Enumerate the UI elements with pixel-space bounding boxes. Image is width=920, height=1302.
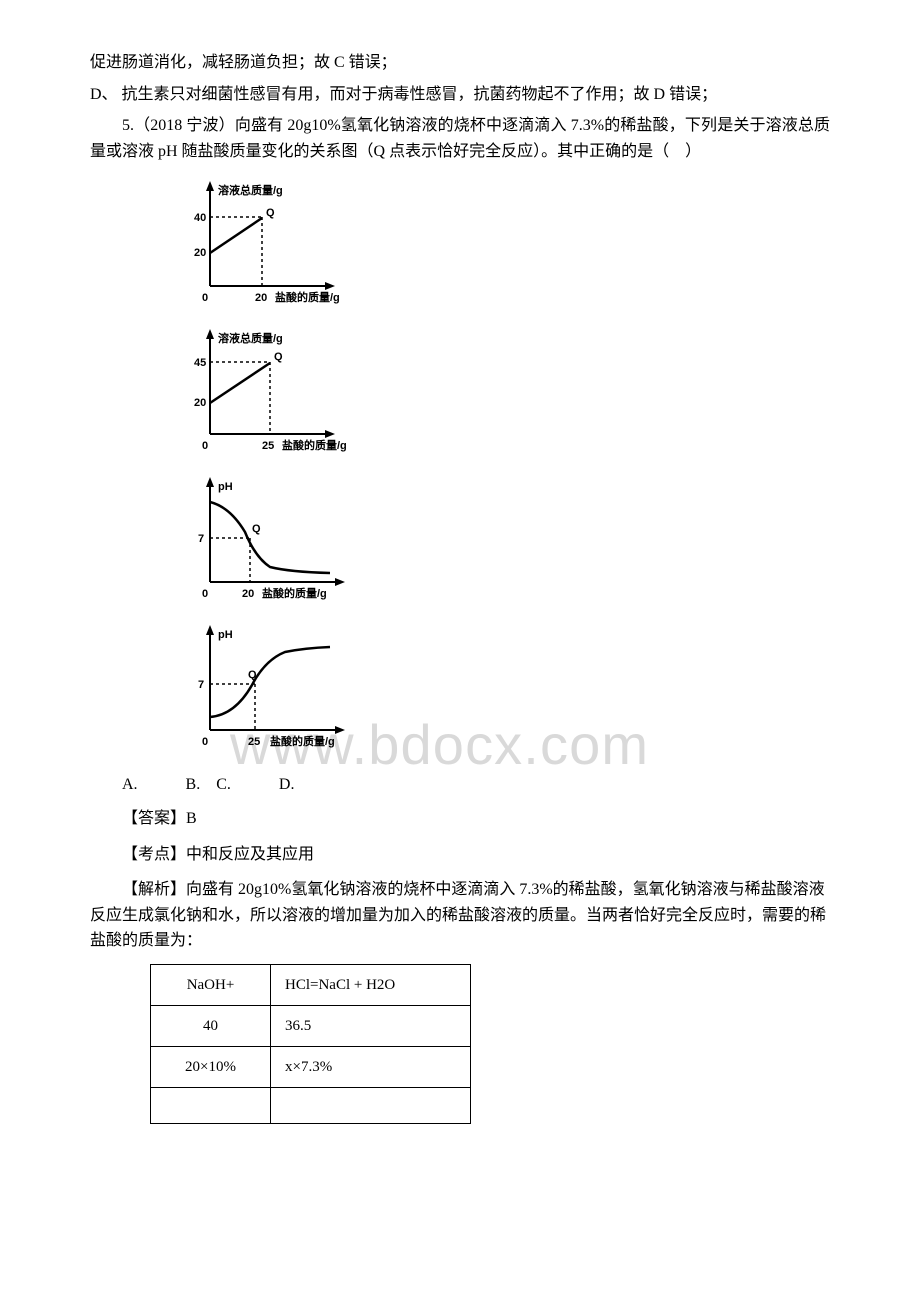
chart-a-ylabel: 溶液总质量/g bbox=[218, 183, 283, 197]
cell-1-0: 40 bbox=[151, 1005, 271, 1046]
kaodian-value: 中和反应及其应用 bbox=[186, 846, 314, 863]
cell-1-1: 36.5 bbox=[271, 1005, 471, 1046]
answer-label: 【答案】 bbox=[122, 810, 186, 827]
cell-2-0: 20×10% bbox=[151, 1046, 271, 1087]
cell-3-1 bbox=[271, 1087, 471, 1123]
chart-d-origin: 0 bbox=[202, 736, 208, 748]
intro-line-2: D、 抗生素只对细菌性感冒有用，而对于病毒性感冒，抗菌药物起不了作用；故 D 错… bbox=[90, 82, 830, 108]
chart-c-ylabel: pH bbox=[218, 481, 233, 493]
chart-a-xlabel: 盐酸的质量/g bbox=[275, 290, 340, 304]
chart-b-ytick-45: 45 bbox=[194, 357, 206, 369]
chart-d-xtick: 25 bbox=[248, 736, 260, 748]
jiexi-value: 向盛有 20g10%氢氧化钠溶液的烧杯中逐滴滴入 7.3%的稀盐酸，氢氧化钠溶液… bbox=[90, 881, 826, 949]
chart-a-ytick-40: 40 bbox=[194, 212, 206, 224]
kaodian-block: 【考点】中和反应及其应用 bbox=[90, 842, 830, 868]
chart-d: pH 7 0 25 盐酸的质量/g Q bbox=[180, 620, 360, 760]
intro-line-1: 促进肠道消化，减轻肠道负担；故 C 错误； bbox=[90, 50, 830, 76]
cell-2-1: x×7.3% bbox=[271, 1046, 471, 1087]
jiexi-label: 【解析】 bbox=[122, 881, 186, 898]
cell-0-1: HCl=NaCl + H2O bbox=[271, 964, 471, 1005]
chart-b-ylabel: 溶液总质量/g bbox=[218, 331, 283, 345]
cell-0-0: NaOH+ bbox=[151, 964, 271, 1005]
question-text: 5.（2018 宁波）向盛有 20g10%氢氧化钠溶液的烧杯中逐滴滴入 7.3%… bbox=[90, 113, 830, 164]
chart-d-q: Q bbox=[248, 669, 257, 681]
chart-b-q: Q bbox=[274, 351, 283, 363]
chart-d-ylabel: pH bbox=[218, 629, 233, 641]
chart-a-q: Q bbox=[266, 207, 275, 219]
table-row: NaOH+ HCl=NaCl + H2O bbox=[151, 964, 471, 1005]
cell-3-0 bbox=[151, 1087, 271, 1123]
chart-d-ytick: 7 bbox=[198, 679, 204, 691]
chart-group: 溶液总质量/g 40 20 0 20 盐酸的质量/g Q 溶液总质量/g 45 bbox=[180, 176, 830, 760]
table-row: 40 36.5 bbox=[151, 1005, 471, 1046]
chart-b-origin: 0 bbox=[202, 440, 208, 452]
table-row: 20×10% x×7.3% bbox=[151, 1046, 471, 1087]
options-line: A. B. C. D. bbox=[90, 772, 830, 798]
table-row bbox=[151, 1087, 471, 1123]
answer-block: 【答案】B bbox=[90, 806, 830, 832]
chart-a-ytick-20: 20 bbox=[194, 247, 206, 259]
chart-a-xtick: 20 bbox=[255, 292, 267, 304]
question-number: 5.（2018 宁波） bbox=[122, 117, 235, 134]
chart-c-xlabel: 盐酸的质量/g bbox=[262, 586, 327, 600]
chart-c: pH 7 0 20 盐酸的质量/g Q bbox=[180, 472, 360, 612]
chart-b-xtick: 25 bbox=[262, 440, 274, 452]
chart-a: 溶液总质量/g 40 20 0 20 盐酸的质量/g Q bbox=[180, 176, 360, 316]
kaodian-label: 【考点】 bbox=[122, 846, 186, 863]
chart-c-xtick: 20 bbox=[242, 588, 254, 600]
equation-table: NaOH+ HCl=NaCl + H2O 40 36.5 20×10% x×7.… bbox=[150, 964, 830, 1124]
chart-c-q: Q bbox=[252, 523, 261, 535]
jiexi-block: 【解析】向盛有 20g10%氢氧化钠溶液的烧杯中逐滴滴入 7.3%的稀盐酸，氢氧… bbox=[90, 877, 830, 954]
chart-d-xlabel: 盐酸的质量/g bbox=[270, 734, 335, 748]
chart-b: 溶液总质量/g 45 20 0 25 盐酸的质量/g Q bbox=[180, 324, 360, 464]
chart-a-origin: 0 bbox=[202, 292, 208, 304]
chart-b-ytick-20: 20 bbox=[194, 397, 206, 409]
chart-b-xlabel: 盐酸的质量/g bbox=[282, 438, 347, 452]
chart-c-ytick: 7 bbox=[198, 533, 204, 545]
chart-c-origin: 0 bbox=[202, 588, 208, 600]
answer-value: B bbox=[186, 810, 197, 827]
